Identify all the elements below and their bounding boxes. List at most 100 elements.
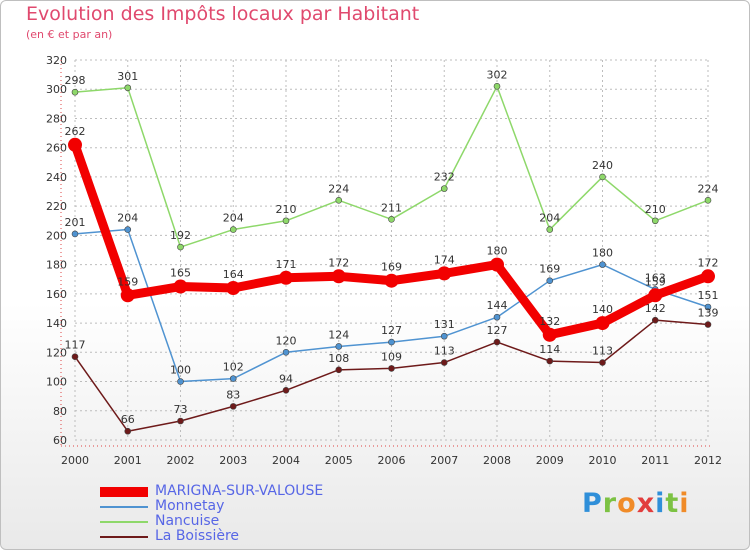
data-point — [546, 357, 554, 365]
logo-letter: r — [602, 488, 618, 519]
logo-letter: x — [636, 488, 656, 519]
y-tick-label: 200 — [46, 229, 67, 242]
data-label: 164 — [223, 268, 244, 281]
data-point — [279, 270, 293, 285]
legend-label: La Boissière — [155, 528, 240, 544]
data-point — [120, 288, 135, 303]
logo-letter: i — [655, 488, 666, 519]
data-label: 224 — [328, 182, 349, 195]
data-label: 302 — [487, 68, 508, 81]
y-tick-label: 240 — [46, 171, 67, 184]
legend-label: Monnetay — [155, 498, 225, 514]
data-point — [282, 387, 290, 394]
data-point — [229, 375, 237, 382]
data-label: 211 — [381, 201, 402, 214]
legend-label: Nancuise — [155, 513, 220, 529]
data-point — [440, 332, 448, 340]
data-label: 140 — [592, 303, 613, 316]
data-point — [599, 359, 606, 366]
legend-swatch — [100, 536, 148, 538]
legend-item-marigna: MARIGNA-SUR-VALOUSE — [100, 483, 430, 499]
legend-label: MARIGNA-SUR-VALOUSE — [155, 483, 324, 499]
data-label: 114 — [539, 343, 560, 356]
data-point — [704, 321, 712, 328]
logo-letter: i — [679, 488, 690, 519]
data-label: 113 — [434, 345, 455, 358]
data-point — [546, 226, 554, 233]
data-point — [177, 243, 184, 251]
data-point — [651, 316, 659, 324]
data-point — [71, 230, 79, 238]
data-label: 180 — [592, 247, 613, 260]
y-tick-label: 260 — [46, 142, 67, 155]
data-label: 132 — [539, 315, 560, 328]
data-label: 131 — [434, 318, 455, 331]
data-label: 124 — [328, 328, 349, 341]
x-tick-label: 2001 — [114, 454, 142, 467]
data-point — [440, 359, 448, 366]
data-label: 139 — [698, 307, 719, 320]
data-point — [282, 349, 290, 356]
data-point — [648, 288, 663, 303]
data-label: 163 — [645, 271, 666, 284]
chart-title: Evolution des Impôts locaux par Habitant — [26, 3, 420, 25]
data-label: 165 — [170, 267, 191, 280]
data-label: 232 — [434, 171, 455, 184]
data-point — [440, 185, 448, 192]
line-chart: 60 80 100 120 140 160 180 200 220 240 260 280 300 320… — [46, 54, 722, 467]
data-label: 73 — [174, 403, 188, 416]
data-point — [124, 226, 132, 233]
y-tick-label: 100 — [46, 376, 67, 389]
x-tick-label: 2000 — [61, 454, 89, 467]
data-label: 210 — [645, 203, 666, 216]
x-tick-label: 2010 — [589, 454, 617, 467]
legend-item-la-boissiere: La Boissière — [100, 528, 430, 544]
logo-letter: o — [617, 488, 637, 519]
data-label: 204 — [223, 212, 244, 225]
data-label: 192 — [170, 229, 191, 242]
data-label: 159 — [117, 275, 138, 288]
data-label: 142 — [645, 302, 666, 315]
data-label: 172 — [698, 256, 719, 269]
y-tick-label: 120 — [46, 346, 67, 359]
legend-item-monnetay: Monnetay — [100, 498, 430, 514]
y-tick-label: 140 — [46, 317, 67, 330]
data-label: 144 — [487, 299, 508, 312]
data-label: 127 — [381, 324, 402, 337]
data-label: 151 — [698, 289, 719, 302]
y-tick-label: 320 — [46, 54, 67, 67]
data-label: 117 — [65, 339, 86, 352]
data-point — [335, 366, 343, 374]
data-point — [177, 378, 184, 385]
data-point — [490, 257, 504, 272]
y-tick-label: 280 — [46, 112, 67, 125]
data-label: 298 — [65, 74, 86, 87]
data-point — [701, 269, 715, 284]
data-label: 240 — [592, 159, 613, 172]
y-tick-label: 160 — [46, 288, 67, 301]
data-point — [226, 281, 241, 295]
legend: MARIGNA-SUR-VALOUSE Monnetay Nancuise La… — [100, 483, 430, 544]
data-point — [599, 261, 606, 268]
data-point — [493, 83, 501, 90]
proxiti-logo: Proxiti — [582, 488, 690, 519]
data-point — [71, 353, 79, 360]
data-point — [68, 137, 82, 152]
x-tick-label: 2011 — [641, 454, 669, 467]
data-label: 171 — [276, 258, 297, 271]
logo-letter: P — [582, 488, 603, 519]
data-point — [542, 327, 557, 342]
data-label: 66 — [121, 413, 135, 426]
legend-swatch — [100, 521, 148, 523]
chart-subtitle: (en € et par an) — [26, 28, 113, 41]
data-point — [282, 217, 290, 225]
data-point — [493, 338, 501, 346]
data-label: 100 — [170, 364, 191, 377]
data-point — [388, 338, 395, 346]
data-point — [388, 365, 395, 372]
y-tick-label: 220 — [46, 200, 67, 213]
data-point — [331, 269, 346, 284]
data-label: 169 — [381, 261, 402, 274]
x-tick-label: 2006 — [378, 454, 406, 467]
y-tick-label: 300 — [46, 83, 67, 96]
